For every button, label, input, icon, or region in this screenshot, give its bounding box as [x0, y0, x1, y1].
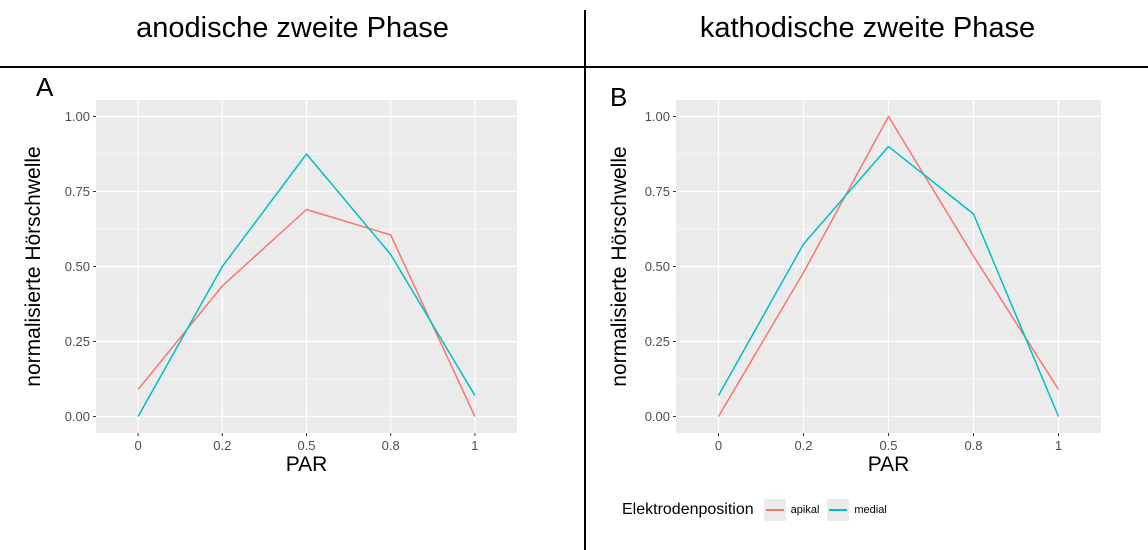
panel-b-x-tick-label: 1 — [1055, 438, 1062, 453]
header-left-title: anodische zweite Phase — [136, 12, 449, 44]
legend-key-apikal — [763, 499, 786, 521]
panel-a-y-tick-label: 1.00 — [65, 109, 90, 124]
panel-label-a: A — [36, 72, 54, 102]
panel-a-x-tick-label: 1 — [471, 438, 478, 453]
panel-a-x-axis-title: PAR — [286, 453, 328, 476]
legend-item-medial: medial — [827, 499, 887, 521]
legend: Elektrodenposition apikal medial — [622, 498, 895, 522]
panel-b-y-tick-label: 0.00 — [645, 409, 670, 424]
panel-b-y-tick-label: 0.25 — [645, 334, 670, 349]
panel-b-x-tick-label: 0 — [715, 438, 722, 453]
panel-b-y-tick-label: 0.50 — [645, 259, 670, 274]
panel-a-x-tick-label: 0.2 — [213, 438, 231, 453]
panel-a-y-tick-label: 0.50 — [65, 259, 90, 274]
panel-b-y-tick-label: 1.00 — [645, 109, 670, 124]
panel-label-b: B — [610, 82, 628, 112]
legend-item-apikal: apikal — [763, 499, 820, 521]
panel-b-y-axis-title: normalisierte Hörschwelle — [608, 146, 631, 386]
panel-b-x-tick-label: 0.8 — [964, 438, 982, 453]
legend-label-apikal: apikal — [790, 504, 820, 516]
panel-a-x-tick-label: 0 — [134, 438, 141, 453]
panel-a-y-axis-title: normalisierte Hörschwelle — [22, 146, 45, 386]
panel-a-y-tick-label: 0.00 — [65, 409, 90, 424]
legend-key-medial — [827, 499, 850, 521]
panel-a-x-tick-label: 0.8 — [382, 438, 400, 453]
panel-a-y-tick-label: 0.75 — [65, 184, 90, 199]
panel-b-x-axis-title: PAR — [868, 453, 910, 476]
header-right-title: kathodische zweite Phase — [699, 12, 1036, 44]
panel-a-x-tick-label: 0.5 — [297, 438, 315, 453]
panel-b-x-tick-label: 0.5 — [879, 438, 897, 453]
legend-label-medial: medial — [854, 504, 887, 516]
panel-a-y-tick-label: 0.25 — [65, 334, 90, 349]
panel-b-y-tick-label: 0.75 — [645, 184, 670, 199]
legend-title: Elektrodenposition — [622, 501, 754, 518]
panel-divider — [584, 10, 586, 550]
panel-b-x-tick-label: 0.2 — [794, 438, 812, 453]
header-divider — [0, 66, 1148, 68]
